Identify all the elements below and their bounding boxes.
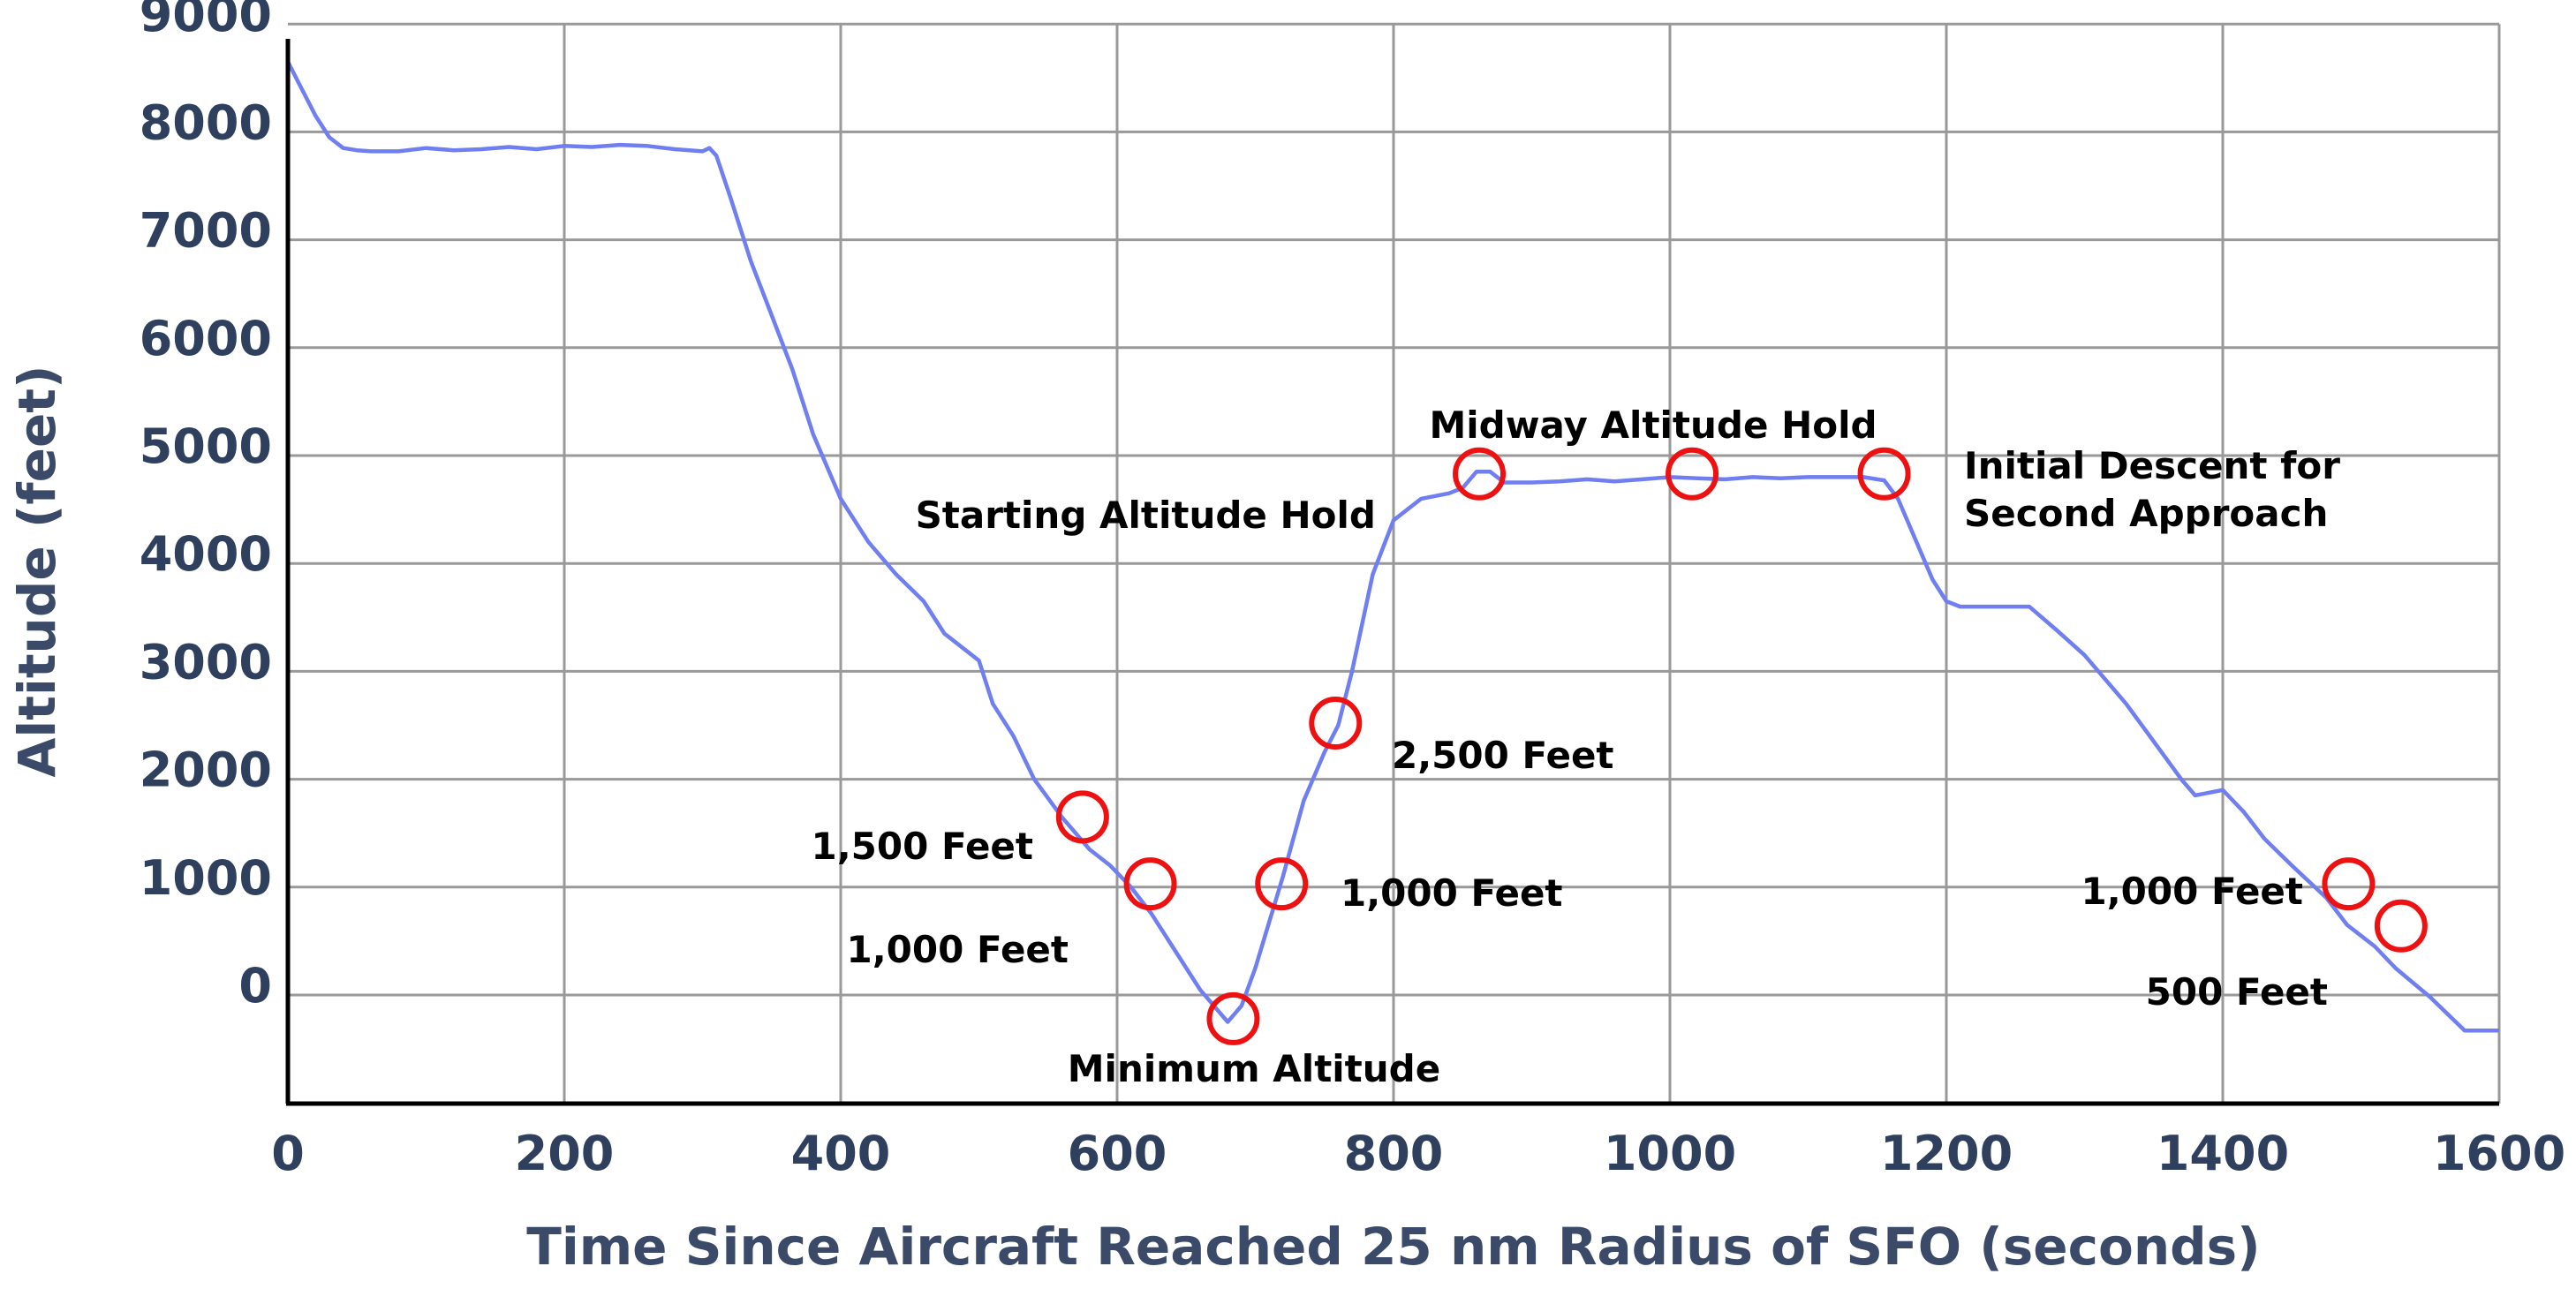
annotation-label: Second Approach (1964, 492, 2328, 535)
y-tick-label: 7000 (140, 203, 272, 259)
y-tick-label: 4000 (140, 526, 272, 582)
annotation-labels: Starting Altitude Hold Midway Altitude H… (811, 403, 2340, 1090)
annotation-label: 1,000 Feet (2081, 870, 2303, 913)
annotation-marker (2374, 899, 2428, 953)
annotation-label: 1,500 Feet (811, 825, 1033, 868)
y-tick-label: 0 (238, 958, 272, 1014)
y-tick-label: 9000 (140, 0, 272, 42)
x-tick-label: 1200 (1880, 1126, 2013, 1181)
y-tick-label: 1000 (140, 850, 272, 906)
x-tick-label: 600 (1068, 1126, 1167, 1181)
annotation-marker (2322, 857, 2376, 911)
annotation-label: Starting Altitude Hold (916, 494, 1376, 537)
annotation-label: Midway Altitude Hold (1429, 403, 1877, 447)
annotation-label: Minimum Altitude (1068, 1047, 1440, 1090)
y-tick-label: 6000 (140, 311, 272, 366)
x-tick-label: 1400 (2157, 1126, 2289, 1181)
x-tick-label: 1600 (2433, 1126, 2565, 1181)
annotation-marker (1206, 991, 1260, 1045)
annotation-marker (1309, 697, 1363, 750)
y-tick-label: 5000 (140, 418, 272, 474)
annotation-marker (1666, 447, 1719, 501)
x-axis-title: Time Since Aircraft Reached 25 nm Radius… (526, 1217, 2260, 1277)
annotation-marker (1255, 857, 1309, 911)
x-tick-label: 800 (1344, 1126, 1444, 1181)
series-line (285, 60, 2499, 1033)
annotation-label: 500 Feet (2146, 970, 2328, 1014)
x-tick-label: 1000 (1604, 1126, 1736, 1181)
y-tick-label: 3000 (140, 634, 272, 690)
annotation-marker (1055, 790, 1109, 844)
annotation-label: 1,000 Feet (846, 928, 1069, 971)
tick-labels: 0 1000 2000 3000 4000 5000 6000 7000 8000 9000 0 20… (140, 0, 2565, 1181)
gridlines (288, 22, 2501, 1104)
x-tick-label: 200 (515, 1126, 615, 1181)
annotation-label: Initial Descent for (1964, 444, 2340, 487)
annotation-label: 1,000 Feet (1341, 871, 1563, 915)
annotation-markers (1055, 447, 2428, 1045)
annotation-label: 2,500 Feet (1392, 734, 1614, 777)
annotation-marker (1857, 447, 1911, 501)
series-layer (285, 60, 2499, 1033)
annotation-marker (1453, 447, 1507, 501)
x-tick-label: 400 (791, 1126, 891, 1181)
annotation-marker (1123, 857, 1177, 911)
x-tick-label: 0 (271, 1126, 305, 1181)
y-tick-label: 2000 (140, 742, 272, 798)
y-axis-title: Altitude (feet) (7, 365, 67, 777)
axes (285, 39, 2499, 1106)
y-tick-label: 8000 (140, 94, 272, 150)
